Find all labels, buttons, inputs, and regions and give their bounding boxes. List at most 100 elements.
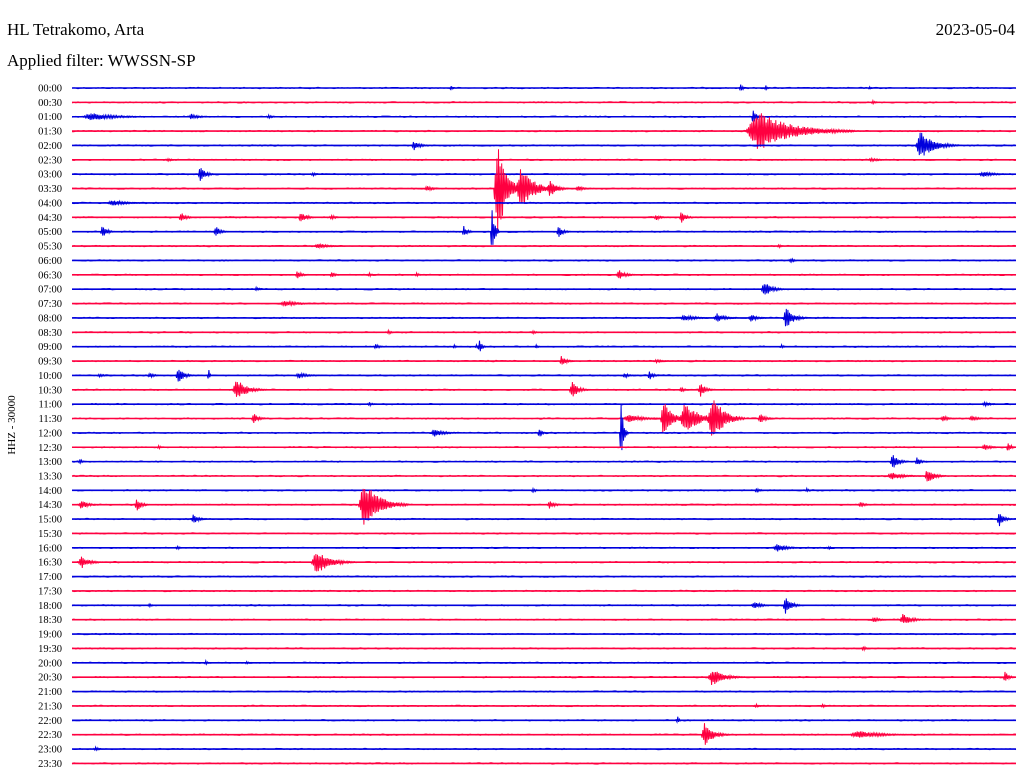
seismic-event [175, 369, 195, 382]
trace-noise [71, 647, 1017, 650]
seismic-event [889, 455, 909, 468]
seismic-event [738, 84, 749, 92]
record-date: 2023-05-04 [935, 20, 1015, 39]
trace-noise [71, 575, 1017, 578]
seismic-event [452, 343, 462, 349]
trace-noise [71, 201, 1017, 205]
seismic-event [295, 371, 324, 379]
seismic-event [423, 185, 443, 192]
trace-noise [71, 675, 1017, 679]
seismic-event [310, 553, 356, 572]
seismic-event [707, 400, 746, 436]
time-tick-label: 22:00 [38, 716, 62, 727]
trace-noise [71, 532, 1017, 535]
seismic-event [266, 113, 280, 120]
seismic-event [357, 488, 409, 525]
seismic-event [191, 514, 208, 523]
trace-noise [71, 589, 1017, 593]
trace-noise [71, 517, 1017, 521]
seismic-event [1002, 671, 1016, 681]
seismic-event [279, 300, 321, 308]
seismic-traces [71, 84, 1017, 765]
seismic-event [197, 168, 217, 181]
trace-noise [71, 129, 1017, 133]
seismic-event [678, 212, 695, 223]
trace-noise [71, 474, 1017, 478]
trace-noise [71, 158, 1017, 162]
time-tick-label: 19:30 [38, 644, 62, 655]
seismic-event [147, 602, 157, 609]
seismic-event [77, 501, 101, 509]
seismic-event [968, 415, 991, 422]
station-title: HL Tetrakomo, Arta [7, 20, 145, 39]
seismic-event [675, 716, 683, 724]
time-tick-label: 06:30 [38, 270, 62, 281]
seismic-event [914, 132, 960, 156]
time-tick-label: 05:00 [38, 227, 62, 238]
seismic-event [826, 545, 837, 551]
time-tick-label: 02:30 [38, 155, 62, 166]
time-tick-label: 04:00 [38, 198, 62, 209]
time-tick-label: 18:00 [38, 601, 62, 612]
seismic-event [977, 171, 1016, 178]
seismic-event [782, 308, 809, 327]
time-tick-label: 12:00 [38, 428, 62, 439]
trace-noise [71, 632, 1017, 636]
trace-noise [71, 460, 1017, 463]
time-tick-label: 14:00 [38, 486, 62, 497]
seismic-event [622, 372, 639, 380]
seismic-event [298, 213, 318, 222]
trace-noise [71, 546, 1017, 550]
seismic-event [556, 227, 573, 237]
seismic-event [329, 272, 343, 278]
trace-noise [71, 560, 1017, 564]
trace-noise [71, 747, 1017, 751]
seismic-event [700, 723, 730, 745]
seismic-event [615, 270, 639, 279]
trace-noise [71, 172, 1017, 176]
seismic-event [757, 414, 777, 422]
time-tick-label: 08:00 [38, 313, 62, 324]
seismic-event [804, 486, 815, 493]
trace-noise [71, 216, 1017, 219]
seismic-event [386, 328, 399, 336]
seismic-event [93, 745, 107, 752]
time-tick-label: 19:00 [38, 630, 62, 641]
time-tick-label: 09:00 [38, 342, 62, 353]
seismic-event [899, 614, 928, 623]
seismic-event [760, 284, 787, 295]
seismic-event [568, 381, 592, 397]
time-tick-label: 03:00 [38, 170, 62, 181]
seismic-event [534, 343, 544, 349]
time-tick-label: 11:30 [38, 414, 62, 425]
seismic-event [244, 660, 255, 665]
seismic-event [77, 458, 88, 465]
trace-noise [71, 618, 1017, 621]
trace-noise [71, 144, 1017, 147]
seismic-event [713, 313, 739, 322]
time-tick-label: 21:00 [38, 687, 62, 698]
seismic-event [134, 499, 151, 511]
seismic-event [530, 486, 541, 494]
trace-noise [71, 244, 1017, 248]
trace-noise [71, 374, 1017, 377]
time-tick-label: 15:30 [38, 529, 62, 540]
seismic-event [546, 180, 570, 196]
seismic-event [848, 731, 922, 739]
seismic-event [213, 227, 230, 236]
seismic-event [99, 226, 116, 236]
seismic-event [751, 110, 761, 122]
seismic-event [254, 285, 267, 292]
seismic-event [697, 384, 714, 397]
seismic-event [779, 343, 789, 350]
seismic-event [924, 471, 947, 482]
seismic-event [788, 257, 799, 264]
seismic-event [940, 414, 960, 422]
seismic-event [707, 671, 746, 686]
seismic-event [858, 502, 875, 508]
time-tick-label: 01:30 [38, 127, 62, 138]
y-axis-label: HHZ - 30000 [6, 395, 18, 455]
seismic-event [530, 329, 544, 336]
seismic-event [653, 358, 673, 365]
